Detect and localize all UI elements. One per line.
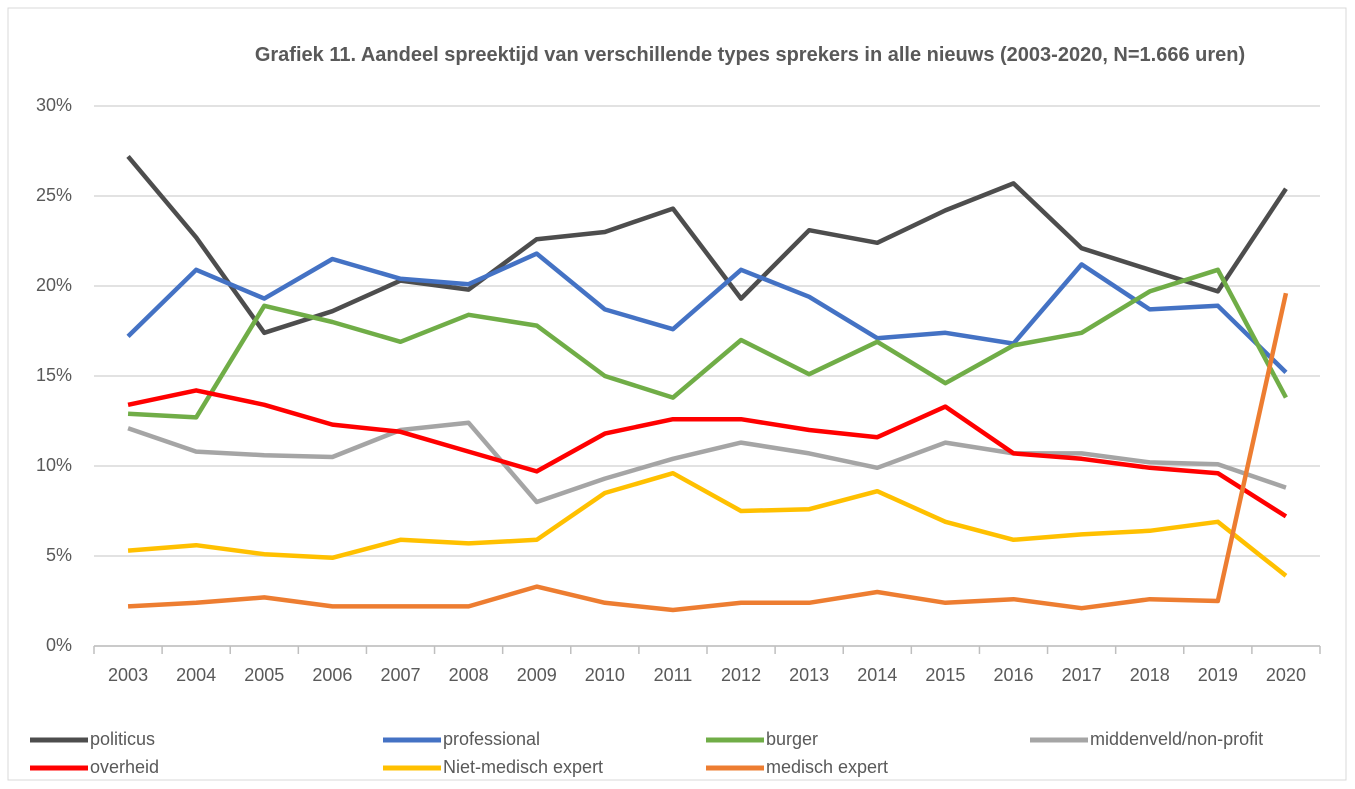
x-tick-label: 2007	[380, 665, 420, 685]
x-tick-label: 2009	[517, 665, 557, 685]
x-tick-label: 2018	[1130, 665, 1170, 685]
legend-label: medisch expert	[766, 757, 888, 777]
series-line	[126, 154, 1288, 336]
x-tick-label: 2003	[108, 665, 148, 685]
chart-title: Grafiek 11. Aandeel spreektijd van versc…	[254, 44, 1246, 66]
chart-border	[7, 7, 1347, 781]
legend-label: professional	[443, 729, 540, 749]
legend-label: burger	[766, 729, 818, 749]
x-tick-label: 2019	[1198, 665, 1238, 685]
x-tick-label: 2014	[857, 665, 897, 685]
x-tick-label: 2020	[1266, 665, 1306, 685]
x-tick-label: 2013	[789, 665, 829, 685]
x-tick-label: 2017	[1062, 665, 1102, 685]
series-line	[126, 251, 1288, 375]
y-tick-label: 25%	[36, 185, 72, 205]
x-tick-label: 2011	[654, 665, 693, 685]
series-line	[127, 292, 1289, 613]
y-tick-label: 30%	[36, 95, 72, 115]
y-tick-label: 20%	[36, 275, 72, 295]
series-line	[127, 267, 1288, 420]
x-tick-label: 2015	[925, 665, 965, 685]
series-line	[127, 470, 1288, 578]
x-tick-label: 2005	[244, 665, 284, 685]
y-tick-label: 0%	[46, 635, 72, 655]
x-tick-label: 2008	[449, 665, 489, 685]
x-tick-label: 2004	[176, 665, 216, 685]
y-tick-label: 15%	[36, 365, 72, 385]
x-tick-label: 2006	[312, 665, 352, 685]
legend-label: Niet-medisch expert	[443, 757, 603, 777]
legend-label: middenveld/non-profit	[1090, 729, 1263, 749]
legend-label: overheid	[90, 757, 159, 777]
y-tick-label: 10%	[36, 455, 72, 475]
series-line	[127, 388, 1288, 519]
series-line	[127, 420, 1287, 505]
y-tick-label: 5%	[46, 545, 72, 565]
x-tick-label: 2010	[585, 665, 625, 685]
x-tick-label: 2016	[993, 665, 1033, 685]
x-tick-label: 2012	[721, 665, 761, 685]
legend-label: politicus	[90, 729, 155, 749]
